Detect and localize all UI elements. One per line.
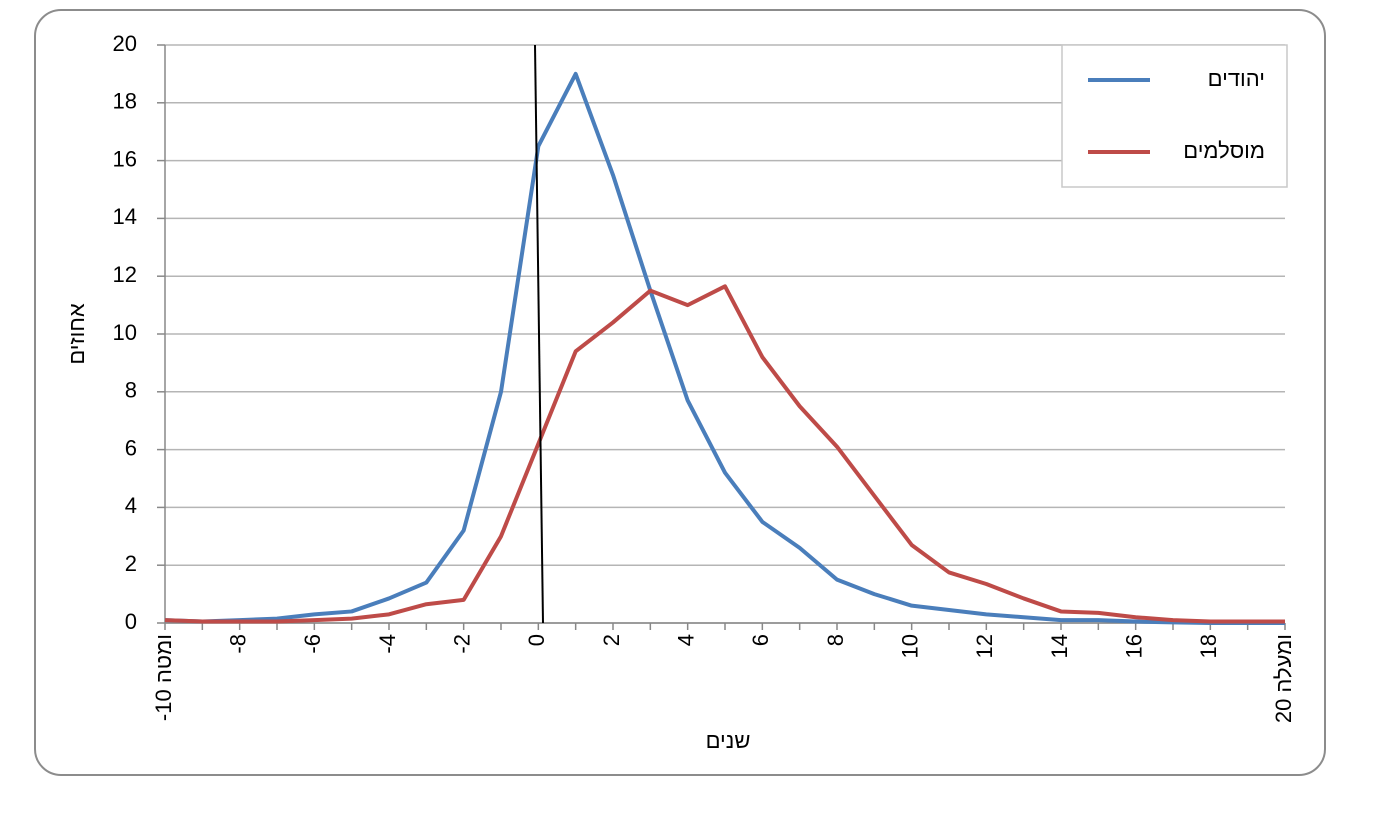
y-tick-label: 2 xyxy=(125,551,137,576)
x-tick-label: 16 xyxy=(1121,634,1146,658)
y-tick-label: 18 xyxy=(113,89,137,114)
x-tick-label: -6 xyxy=(300,634,325,654)
y-tick-label: 0 xyxy=(125,609,137,634)
x-tick-label: -10 ומטה xyxy=(151,634,176,721)
x-tick-label: -4 xyxy=(375,634,400,654)
y-tick-label: 6 xyxy=(125,435,137,460)
y-tick-label: 4 xyxy=(125,493,137,518)
x-tick-label: 0 xyxy=(524,634,549,646)
y-tick-label: 14 xyxy=(113,204,137,229)
y-tick-label: 8 xyxy=(125,378,137,403)
x-tick-label: 6 xyxy=(748,634,773,646)
x-tick-label: 2 xyxy=(599,634,624,646)
grid: 0 2 4 6 8 10 12 14 16 18 20 -10 ומטה -8 -6 -4 -2 0 2 4 6 8 10… xyxy=(113,31,1296,723)
zero-line xyxy=(534,44,544,624)
legend xyxy=(1061,44,1288,188)
plot xyxy=(164,71,1285,625)
y-tick-label: 12 xyxy=(113,262,137,287)
legend-label: יהודים xyxy=(1208,66,1265,91)
x-tick-label: 20 ומעלה xyxy=(1271,634,1296,723)
x-tick-label: 14 xyxy=(1047,634,1072,658)
series-line xyxy=(164,71,1285,625)
y-tick-label: 10 xyxy=(113,320,137,345)
x-tick-label: 12 xyxy=(972,634,997,658)
x-axis-title: שנים xyxy=(706,728,751,753)
y-tick-label: 16 xyxy=(113,146,137,171)
legend-label: מוסלמים xyxy=(1183,138,1265,163)
series-line xyxy=(164,284,1285,624)
x-tick-label: -2 xyxy=(449,634,474,654)
y-axis-title: אחוזים xyxy=(64,303,89,365)
x-tick-label: 4 xyxy=(673,634,698,646)
legend-entries: יהודים מוסלמים xyxy=(1088,66,1265,163)
x-tick-label: 8 xyxy=(823,634,848,646)
y-tick-label: 20 xyxy=(113,31,137,56)
x-tick-label: 18 xyxy=(1196,634,1221,658)
x-tick-label: -8 xyxy=(225,634,250,654)
x-tick-label: 10 xyxy=(897,634,922,658)
